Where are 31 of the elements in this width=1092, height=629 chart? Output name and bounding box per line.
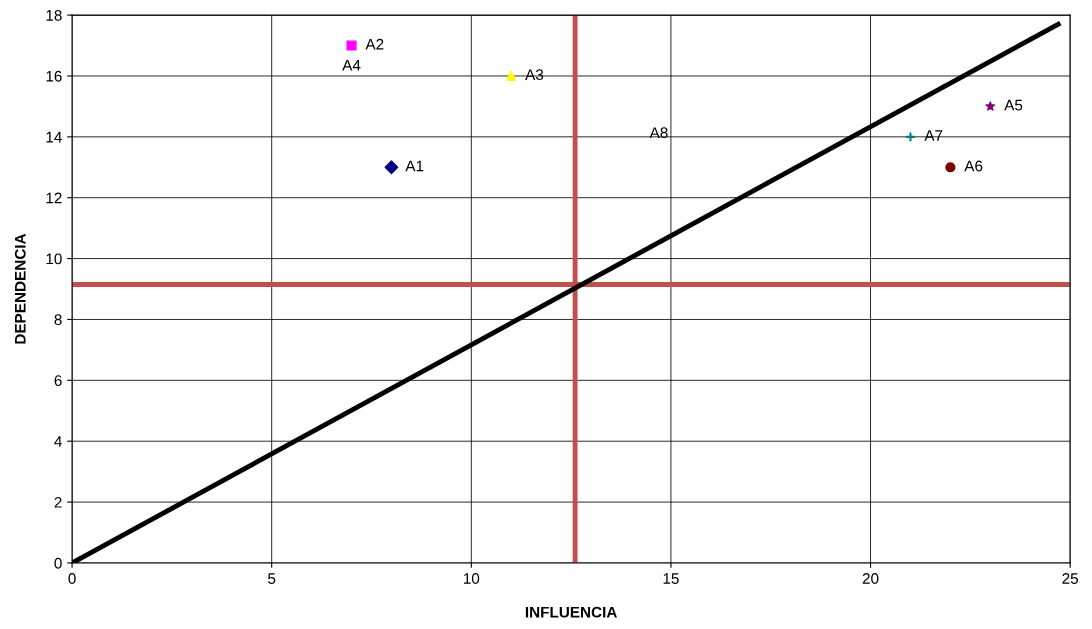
x-tick-label: 5 [268, 573, 276, 584]
point [346, 40, 357, 51]
x-tick-label: 25 [1062, 573, 1079, 584]
x-tick-label: 0 [68, 573, 76, 584]
series-label: A2 [365, 38, 384, 50]
point [506, 70, 517, 82]
series-label: A1 [405, 160, 424, 172]
y-tick-label: 12 [46, 192, 62, 204]
x-axis-title: INFLUENCIA [525, 606, 617, 618]
y-tick-label: 6 [54, 375, 62, 387]
x-tick-label: 10 [463, 573, 480, 584]
x-tick-label: 15 [663, 573, 679, 584]
series-label: A5 [1004, 99, 1023, 111]
y-tick-label: 0 [54, 557, 62, 569]
point [384, 160, 399, 175]
point [985, 101, 996, 111]
y-tick-label: 10 [46, 253, 62, 265]
series-label: A3 [525, 69, 544, 81]
point [905, 131, 916, 143]
annotation: A4 [342, 60, 361, 71]
y-tick-label: 8 [54, 314, 62, 326]
point [945, 162, 956, 173]
y-tick-label: 4 [54, 436, 62, 447]
y-tick-label: 16 [46, 70, 62, 82]
x-tick-label: 20 [862, 573, 879, 584]
series-label: A6 [964, 160, 983, 172]
y-tick-label: 18 [46, 9, 62, 21]
annotation: A8 [649, 127, 668, 139]
y-tick-label: 2 [54, 496, 62, 508]
y-tick-label: 14 [46, 131, 62, 143]
y-axis-title: DEPENDENCIA [14, 233, 26, 344]
